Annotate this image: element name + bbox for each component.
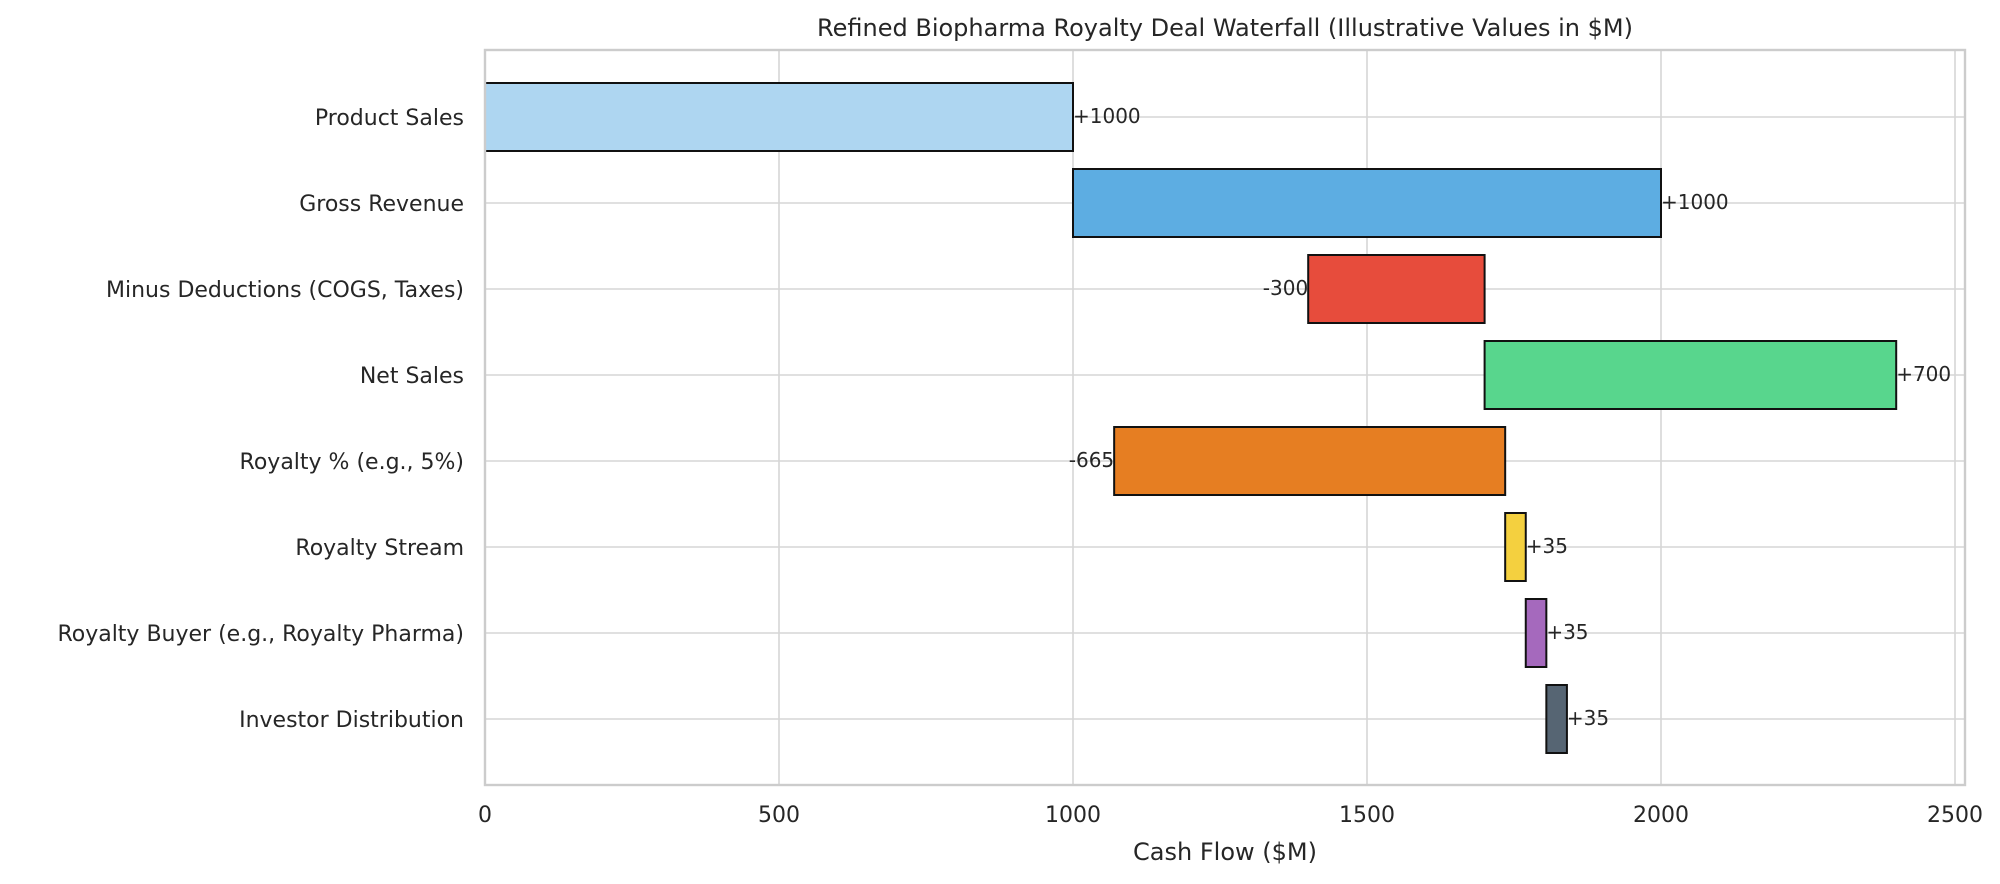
x-tick-label: 2500 bbox=[1927, 803, 1983, 828]
category-label: Net Sales bbox=[360, 364, 464, 389]
category-label: Minus Deductions (COGS, Taxes) bbox=[106, 278, 464, 303]
x-tick-label: 0 bbox=[478, 803, 492, 828]
x-tick-label: 500 bbox=[758, 803, 800, 828]
waterfall-bar bbox=[1072, 168, 1662, 238]
x-tick-labels-group: 0 500 1000 1500 2000 2500 bbox=[478, 803, 1983, 828]
waterfall-bar bbox=[484, 82, 1074, 152]
chart-title: Refined Biopharma Royalty Deal Waterfall… bbox=[817, 14, 1633, 42]
grid-lines bbox=[484, 50, 1965, 785]
x-tick-label: 1000 bbox=[1045, 803, 1101, 828]
category-label: Product Sales bbox=[315, 106, 464, 131]
bar-value-label: -665 bbox=[1069, 448, 1114, 472]
bar-value-label: +1000 bbox=[1661, 190, 1729, 214]
waterfall-bar bbox=[1307, 254, 1486, 324]
category-label: Royalty Stream bbox=[295, 536, 464, 561]
x-tick-label: 1500 bbox=[1339, 803, 1395, 828]
category-labels-group: Product Sales Gross Revenue Minus Deductio… bbox=[57, 106, 464, 733]
x-tick-label: 2000 bbox=[1633, 803, 1689, 828]
waterfall-bar bbox=[1524, 598, 1548, 668]
bar-value-label: +35 bbox=[1546, 620, 1588, 644]
category-label: Gross Revenue bbox=[299, 192, 464, 217]
waterfall-bar bbox=[1113, 426, 1507, 496]
data-labels-group: +1000 +1000 -300 +700 -665 +35 +35 +35 bbox=[1069, 104, 1951, 730]
plot-frame bbox=[483, 48, 1967, 787]
waterfall-bar bbox=[1504, 512, 1527, 582]
bars-group bbox=[484, 82, 1898, 754]
bar-value-label: +1000 bbox=[1073, 104, 1141, 128]
bar-value-label: +700 bbox=[1896, 362, 1951, 386]
bar-value-label: +35 bbox=[1526, 534, 1568, 558]
waterfall-bar bbox=[1483, 340, 1898, 410]
category-label: Royalty Buyer (e.g., Royalty Pharma) bbox=[57, 622, 464, 647]
x-axis-label: Cash Flow ($M) bbox=[1133, 838, 1317, 866]
category-label: Royalty % (e.g., 5%) bbox=[240, 450, 464, 475]
waterfall-bar bbox=[1545, 684, 1568, 754]
category-label: Investor Distribution bbox=[239, 708, 464, 733]
bar-value-label: +35 bbox=[1567, 706, 1609, 730]
bar-value-label: -300 bbox=[1263, 276, 1308, 300]
